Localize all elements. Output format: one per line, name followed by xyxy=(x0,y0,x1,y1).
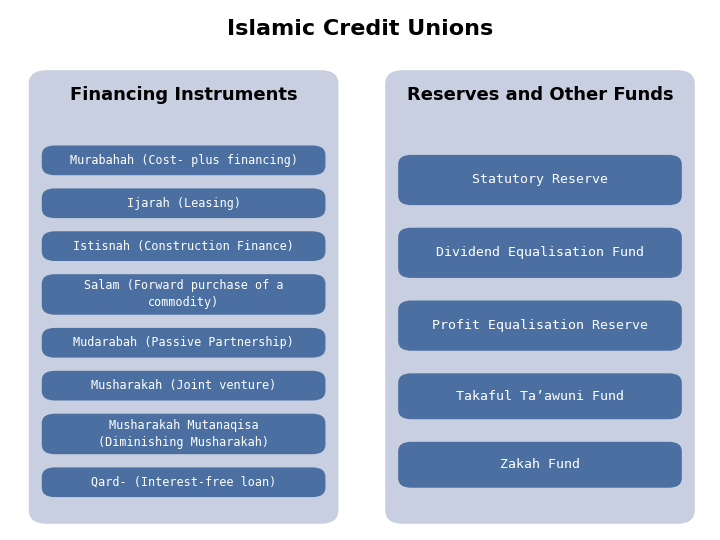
Text: Islamic Credit Unions: Islamic Credit Unions xyxy=(227,19,493,39)
Text: Dividend Equalisation Fund: Dividend Equalisation Fund xyxy=(436,246,644,259)
FancyBboxPatch shape xyxy=(42,231,325,261)
Text: Qard- (Interest-free loan): Qard- (Interest-free loan) xyxy=(91,476,276,489)
Text: Salam (Forward purchase of a
commodity): Salam (Forward purchase of a commodity) xyxy=(84,280,284,309)
FancyBboxPatch shape xyxy=(42,145,325,175)
FancyBboxPatch shape xyxy=(385,70,695,524)
Text: Mudarabah (Passive Partnership): Mudarabah (Passive Partnership) xyxy=(73,336,294,349)
Text: Ijarah (Leasing): Ijarah (Leasing) xyxy=(127,197,240,210)
Text: Istisnah (Construction Finance): Istisnah (Construction Finance) xyxy=(73,240,294,253)
FancyBboxPatch shape xyxy=(42,328,325,357)
Text: Murabahah (Cost- plus financing): Murabahah (Cost- plus financing) xyxy=(70,154,297,167)
FancyBboxPatch shape xyxy=(42,188,325,218)
FancyBboxPatch shape xyxy=(42,274,325,315)
Text: Profit Equalisation Reserve: Profit Equalisation Reserve xyxy=(432,319,648,332)
Text: Zakah Fund: Zakah Fund xyxy=(500,458,580,471)
FancyBboxPatch shape xyxy=(398,442,682,488)
Text: Reserves and Other Funds: Reserves and Other Funds xyxy=(407,86,673,104)
FancyBboxPatch shape xyxy=(42,414,325,454)
FancyBboxPatch shape xyxy=(42,371,325,401)
FancyBboxPatch shape xyxy=(398,228,682,278)
Text: Takaful Ta’awuni Fund: Takaful Ta’awuni Fund xyxy=(456,390,624,403)
Text: Musharakah Mutanaqisa
(Diminishing Musharakah): Musharakah Mutanaqisa (Diminishing Musha… xyxy=(98,419,269,449)
FancyBboxPatch shape xyxy=(398,300,682,350)
FancyBboxPatch shape xyxy=(398,373,682,419)
Text: Musharakah (Joint venture): Musharakah (Joint venture) xyxy=(91,379,276,392)
FancyBboxPatch shape xyxy=(42,468,325,497)
Text: Financing Instruments: Financing Instruments xyxy=(70,86,297,104)
Text: Statutory Reserve: Statutory Reserve xyxy=(472,173,608,186)
FancyBboxPatch shape xyxy=(398,155,682,205)
FancyBboxPatch shape xyxy=(29,70,338,524)
